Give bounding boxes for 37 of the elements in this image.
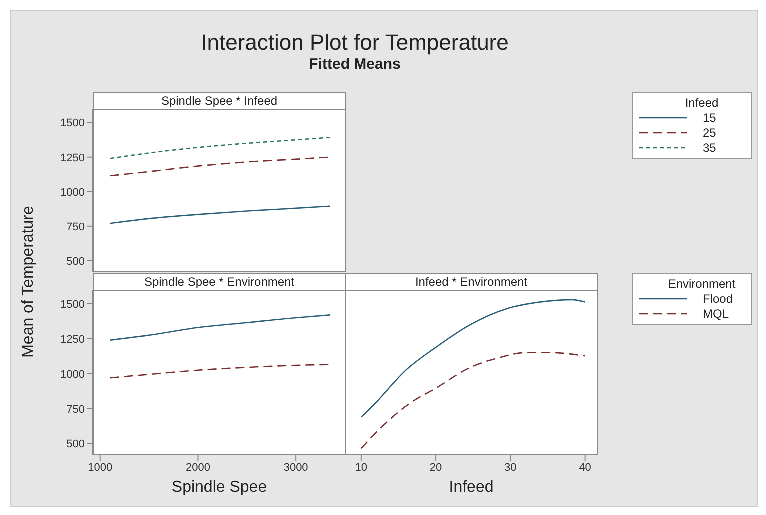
legend-label: 15	[703, 110, 716, 124]
y-tick-label: 1500	[60, 118, 85, 130]
x-tick-label: 1000	[88, 462, 113, 474]
text: Fitted Means	[308, 56, 402, 73]
line-series	[109, 206, 331, 224]
chart-title: Spindle Spee * Environment	[93, 273, 346, 291]
y-tick-label: 1000	[60, 186, 85, 199]
line-series	[109, 136, 331, 160]
legend-title: Infeed	[684, 96, 720, 110]
line-series	[109, 156, 331, 177]
y-tick-label: 1500	[60, 298, 85, 311]
legend-title: Environment	[667, 277, 737, 291]
y-tick-label: 1250	[60, 152, 85, 164]
x-tick-label: 20	[430, 462, 442, 474]
x-tick-label: 30	[504, 462, 517, 474]
text: Interaction Plot for Temperature	[200, 30, 510, 56]
line-series	[109, 364, 331, 379]
y-tick-label: 1000	[60, 368, 85, 381]
x-tick-label: 2000	[186, 462, 210, 474]
y-axis-title: Mean of Temperature	[20, 205, 38, 360]
y-tick-label: 500	[66, 438, 85, 451]
x-axis-title: Spindle Spee	[170, 479, 268, 497]
chart-title: Infeed * Environment	[345, 273, 598, 291]
legend-label: 25	[703, 126, 716, 140]
x-tick-label: 3000	[284, 462, 308, 474]
x-tick-label: 10	[355, 462, 368, 474]
line-series	[109, 314, 331, 341]
x-tick-label: 40	[579, 462, 592, 474]
chart-title: Spindle Spee * Infeed	[93, 92, 346, 110]
y-tick-label: 750	[66, 221, 85, 234]
y-tick-label: 500	[66, 256, 85, 268]
legend-label: 35	[703, 140, 716, 154]
y-tick-label: 750	[66, 404, 85, 416]
y-tick-label: 1250	[60, 334, 85, 346]
x-axis-title: Infeed	[448, 479, 495, 497]
legend-label: MQL	[703, 306, 730, 320]
legend-label: Flood	[703, 292, 734, 306]
